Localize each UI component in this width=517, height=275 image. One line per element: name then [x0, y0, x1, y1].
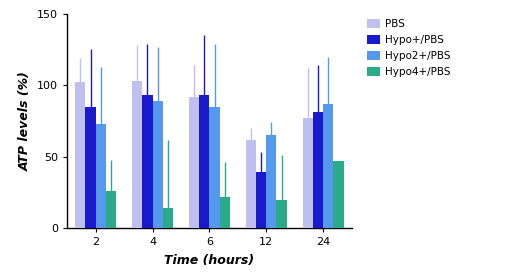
Bar — [277, 200, 287, 228]
X-axis label: Time (hours): Time (hours) — [164, 254, 254, 267]
Y-axis label: ATP levels (%): ATP levels (%) — [19, 71, 32, 171]
Bar — [209, 107, 220, 228]
Bar — [323, 104, 333, 228]
Bar — [333, 161, 344, 228]
Bar — [246, 140, 256, 228]
Bar — [163, 208, 173, 228]
Bar — [106, 191, 116, 228]
Bar — [302, 118, 313, 228]
Bar — [189, 97, 199, 228]
Bar — [96, 124, 106, 228]
Legend: PBS, Hypo+/PBS, Hypo2+/PBS, Hypo4+/PBS: PBS, Hypo+/PBS, Hypo2+/PBS, Hypo4+/PBS — [366, 17, 453, 79]
Bar — [266, 135, 277, 228]
Bar — [313, 112, 323, 228]
Bar — [85, 107, 96, 228]
Bar — [132, 81, 142, 228]
Bar — [256, 172, 266, 228]
Bar — [199, 95, 209, 228]
Bar — [75, 82, 85, 228]
Bar — [220, 197, 230, 228]
Bar — [153, 101, 163, 228]
Bar — [142, 95, 153, 228]
